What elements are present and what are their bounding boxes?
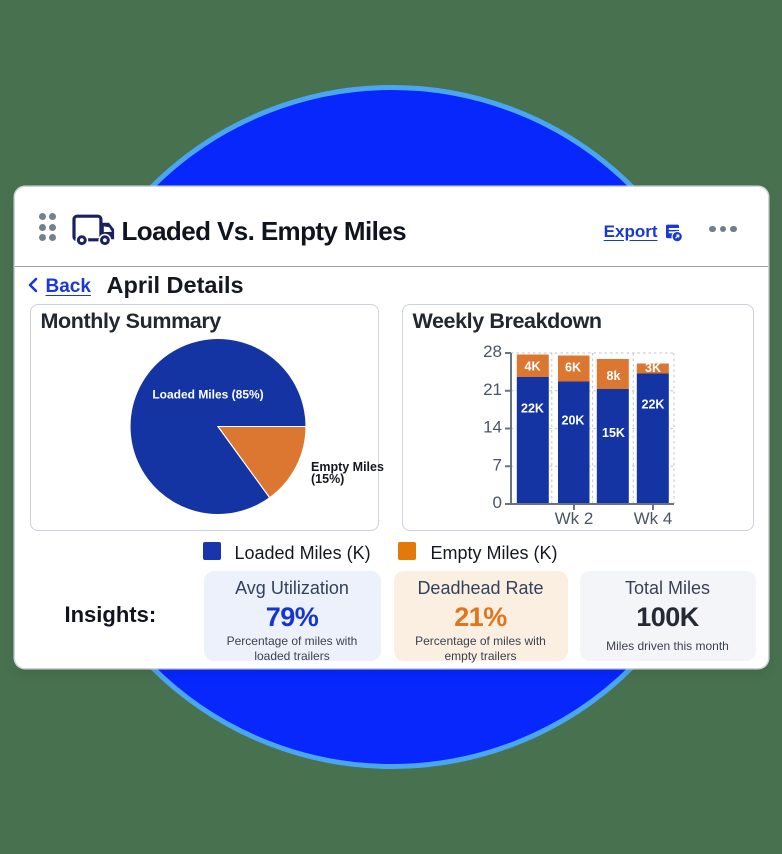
- svg-text:6K: 6K: [565, 360, 581, 374]
- svg-text:22K: 22K: [521, 401, 544, 415]
- svg-text:0: 0: [492, 493, 501, 512]
- svg-text:20K: 20K: [561, 413, 584, 427]
- svg-text:21: 21: [483, 379, 502, 398]
- svg-text:8k: 8k: [606, 369, 620, 383]
- svg-text:28: 28: [483, 342, 502, 361]
- svg-text:Wk 4: Wk 4: [633, 509, 672, 528]
- svg-text:14: 14: [483, 417, 502, 436]
- svg-text:Empty Miles: Empty Miles: [311, 460, 384, 474]
- svg-text:7: 7: [492, 455, 501, 474]
- svg-text:Wk 2: Wk 2: [554, 509, 593, 528]
- svg-text:15K: 15K: [602, 426, 625, 440]
- svg-text:Loaded Miles (85%): Loaded Miles (85%): [152, 387, 263, 401]
- svg-text:(15%): (15%): [311, 472, 344, 486]
- svg-text:4K: 4K: [524, 359, 540, 373]
- svg-text:3K: 3K: [645, 361, 661, 375]
- svg-text:22K: 22K: [641, 397, 664, 411]
